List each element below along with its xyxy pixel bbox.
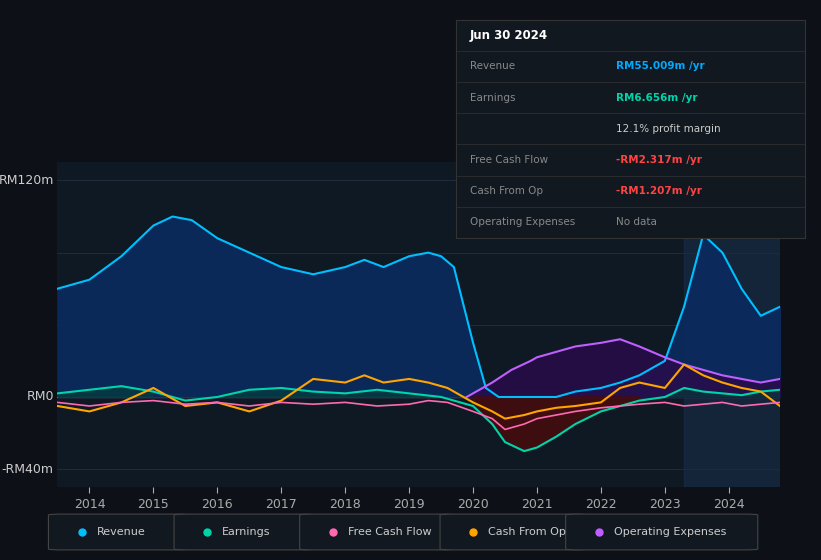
Text: -RM1.207m /yr: -RM1.207m /yr bbox=[616, 186, 702, 196]
Text: Revenue: Revenue bbox=[97, 527, 145, 537]
Text: Jun 30 2024: Jun 30 2024 bbox=[470, 29, 548, 41]
FancyBboxPatch shape bbox=[440, 514, 588, 550]
FancyBboxPatch shape bbox=[48, 514, 189, 550]
Text: -RM40m: -RM40m bbox=[2, 463, 54, 475]
Text: Cash From Op: Cash From Op bbox=[470, 186, 543, 196]
Text: Free Cash Flow: Free Cash Flow bbox=[348, 527, 431, 537]
Text: 12.1% profit margin: 12.1% profit margin bbox=[616, 124, 721, 134]
Text: RM6.656m /yr: RM6.656m /yr bbox=[616, 92, 698, 102]
Text: RM55.009m /yr: RM55.009m /yr bbox=[616, 62, 704, 71]
Text: Cash From Op: Cash From Op bbox=[488, 527, 566, 537]
Text: -RM2.317m /yr: -RM2.317m /yr bbox=[616, 155, 702, 165]
Text: Earnings: Earnings bbox=[222, 527, 271, 537]
FancyBboxPatch shape bbox=[174, 514, 314, 550]
Text: Operating Expenses: Operating Expenses bbox=[470, 217, 575, 227]
Text: No data: No data bbox=[616, 217, 657, 227]
FancyBboxPatch shape bbox=[300, 514, 455, 550]
Text: RM120m: RM120m bbox=[0, 174, 54, 187]
Text: Earnings: Earnings bbox=[470, 92, 515, 102]
Text: Operating Expenses: Operating Expenses bbox=[613, 527, 726, 537]
Bar bbox=[684, 162, 780, 487]
Text: RM0: RM0 bbox=[26, 390, 54, 403]
Text: Free Cash Flow: Free Cash Flow bbox=[470, 155, 548, 165]
Text: Revenue: Revenue bbox=[470, 62, 515, 71]
FancyBboxPatch shape bbox=[566, 514, 758, 550]
